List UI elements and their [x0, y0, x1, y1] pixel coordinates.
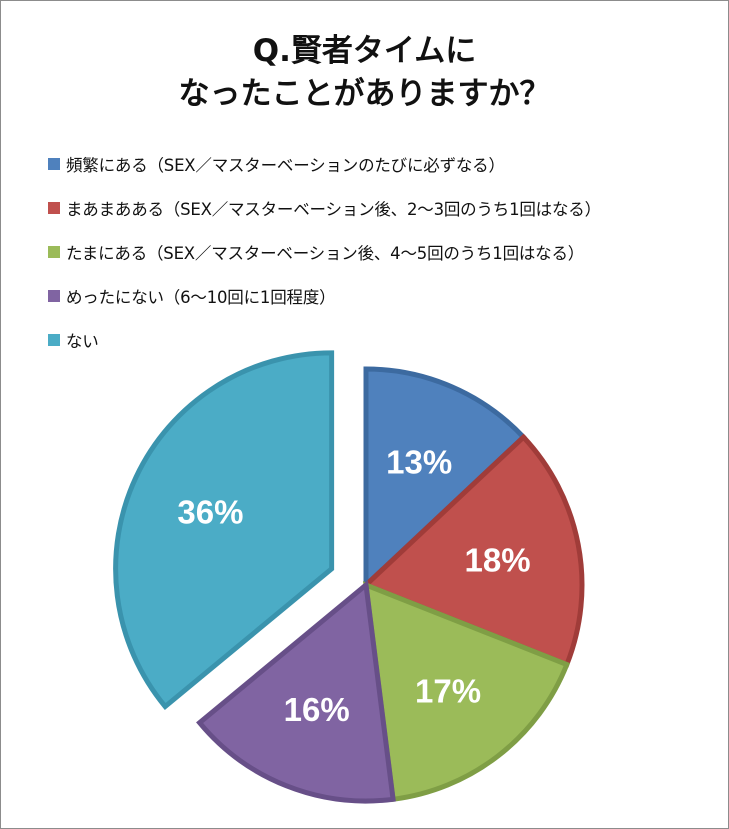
chart-title-line-1: Q.賢者タイムに	[252, 33, 477, 69]
legend-item-frequent: 頻繁にある（SEX／マスターベーションのたびに必ずなる）	[48, 142, 718, 186]
chart-legend: 頻繁にある（SEX／マスターベーションのたびに必ずなる） まあまあある（SEX／…	[48, 142, 718, 362]
legend-swatch	[48, 158, 60, 170]
legend-label: 頻繁にある（SEX／マスターベーションのたびに必ずなる）	[66, 156, 505, 175]
legend-swatch	[48, 246, 60, 258]
legend-swatch	[48, 334, 60, 346]
chart-title-line-2: なったことがありますか？	[178, 76, 551, 112]
legend-item-never: ない	[48, 318, 718, 362]
legend-label: たまにある（SEX／マスターベーション後、4〜5回のうち1回はなる）	[66, 244, 585, 263]
chart-title: Q.賢者タイムに なったことがありますか？	[0, 30, 729, 116]
legend-label: ない	[66, 332, 99, 351]
legend-label: めったにない（6〜10回に1回程度）	[66, 288, 336, 307]
legend-label: まあまあある（SEX／マスターベーション後、2〜3回のうち1回はなる）	[66, 200, 601, 219]
legend-item-rarely: めったにない（6〜10回に1回程度）	[48, 274, 718, 318]
legend-item-occasionally: たまにある（SEX／マスターベーション後、4〜5回のうち1回はなる）	[48, 230, 718, 274]
legend-swatch	[48, 290, 60, 302]
legend-item-sometimes: まあまあある（SEX／マスターベーション後、2〜3回のうち1回はなる）	[48, 186, 718, 230]
legend-swatch	[48, 202, 60, 214]
